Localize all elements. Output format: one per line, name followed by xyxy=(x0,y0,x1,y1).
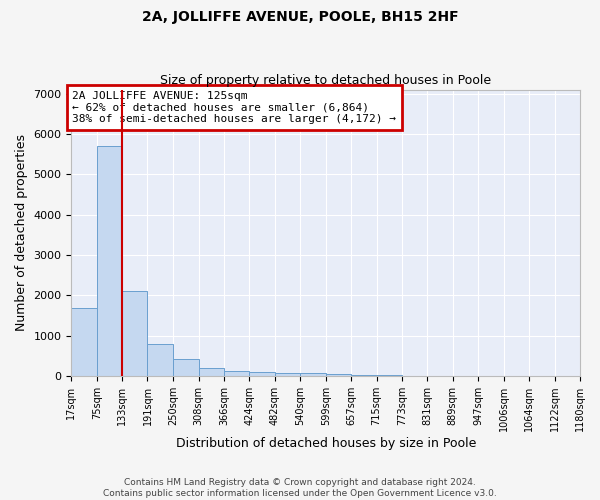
Bar xyxy=(224,372,250,376)
Title: Size of property relative to detached houses in Poole: Size of property relative to detached ho… xyxy=(160,74,491,87)
Text: 2A, JOLLIFFE AVENUE, POOLE, BH15 2HF: 2A, JOLLIFFE AVENUE, POOLE, BH15 2HF xyxy=(142,10,458,24)
Bar xyxy=(300,373,326,376)
Bar xyxy=(148,344,173,376)
Bar xyxy=(97,146,122,376)
Text: 2A JOLLIFFE AVENUE: 125sqm
← 62% of detached houses are smaller (6,864)
38% of s: 2A JOLLIFFE AVENUE: 125sqm ← 62% of deta… xyxy=(72,91,396,124)
Bar xyxy=(326,374,351,376)
X-axis label: Distribution of detached houses by size in Poole: Distribution of detached houses by size … xyxy=(176,437,476,450)
Bar xyxy=(199,368,224,376)
Text: Contains HM Land Registry data © Crown copyright and database right 2024.
Contai: Contains HM Land Registry data © Crown c… xyxy=(103,478,497,498)
Bar xyxy=(122,292,148,376)
Bar xyxy=(250,372,275,376)
Bar xyxy=(71,308,97,376)
Y-axis label: Number of detached properties: Number of detached properties xyxy=(15,134,28,332)
Bar xyxy=(275,373,300,376)
Bar xyxy=(173,359,199,376)
Bar xyxy=(351,375,377,376)
